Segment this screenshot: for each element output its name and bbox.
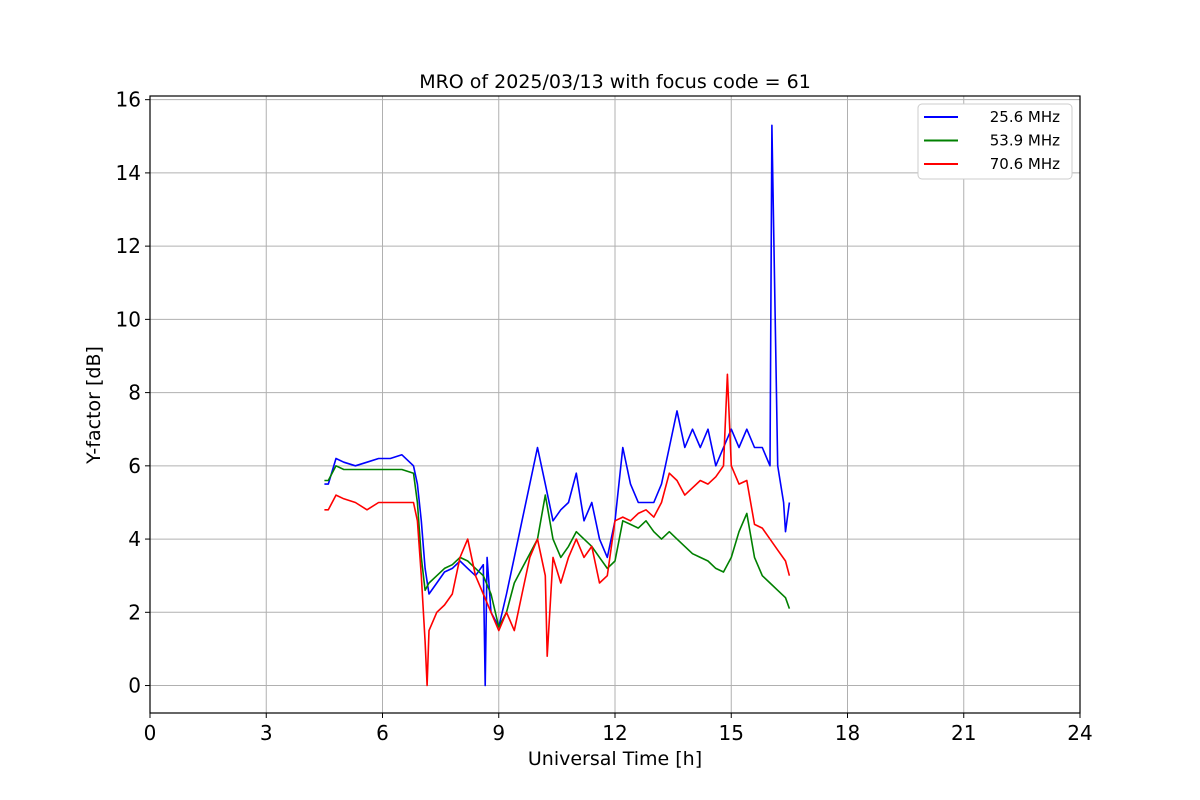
x-tick-label: 18 (835, 721, 860, 745)
y-tick-label: 16 (116, 88, 141, 112)
legend-label: 53.9 MHz (990, 132, 1060, 150)
x-tick-label: 15 (719, 721, 744, 745)
x-axis-label: Universal Time [h] (528, 748, 702, 770)
y-axis-ticks: 0 2 4 6 8 10 12 14 16 (116, 88, 150, 698)
y-tick-label: 10 (116, 307, 141, 331)
y-tick-label: 12 (116, 234, 141, 258)
x-tick-label: 0 (144, 721, 157, 745)
legend: 25.6 MHz 53.9 MHz 70.6 MHz (917, 103, 1073, 180)
y-tick-label: 4 (128, 527, 141, 551)
y-axis-label: Y-factor [dB] (83, 346, 105, 465)
x-axis-ticks: 0 3 6 9 12 15 18 21 24 (144, 713, 1093, 745)
x-tick-label: 3 (260, 721, 273, 745)
x-tick-label: 9 (492, 721, 505, 745)
series-line-25-6-mhz (324, 124, 791, 687)
y-tick-label: 6 (128, 454, 141, 478)
chart-title: MRO of 2025/03/13 with focus code = 61 (419, 71, 811, 93)
x-tick-label: 12 (602, 721, 627, 745)
x-tick-label: 21 (951, 721, 976, 745)
series-line-70-6-mhz (324, 373, 791, 687)
y-tick-label: 0 (128, 674, 141, 698)
legend-label: 70.6 MHz (990, 155, 1060, 173)
x-tick-label: 24 (1067, 721, 1092, 745)
y-tick-label: 2 (128, 600, 141, 624)
legend-box (917, 103, 1073, 180)
y-tick-label: 14 (116, 161, 141, 185)
series-lines (324, 124, 791, 687)
legend-label: 25.6 MHz (990, 108, 1060, 126)
y-tick-label: 8 (128, 381, 141, 405)
series-line-53-9-mhz (324, 464, 791, 628)
x-tick-label: 6 (376, 721, 389, 745)
